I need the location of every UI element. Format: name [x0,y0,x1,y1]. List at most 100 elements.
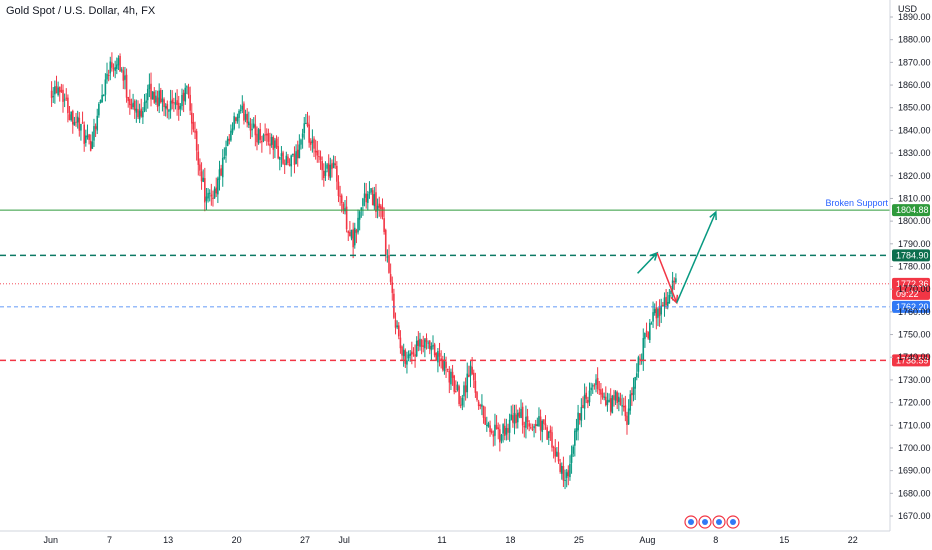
candle-up [588,390,591,403]
candle-down [624,405,627,417]
candle-down [58,86,61,93]
candle-down [55,86,58,94]
candle-up [169,100,172,111]
candle-down [313,138,315,149]
level-badge-text: 1762.20 [896,302,929,312]
candle-down [495,425,498,429]
candle-up [603,396,605,398]
candle-down [411,351,413,355]
candle-up [580,407,583,421]
candle-down [316,150,319,156]
candle-up [217,178,219,195]
candle-up [326,164,328,169]
candle-up [298,144,301,159]
candle-up [666,302,669,306]
level-badge-text: 1738.59 [896,355,929,365]
candle-down [438,353,441,357]
candle-up [513,412,516,424]
y-tick-label: 1680.00 [898,488,931,498]
candle-up [257,129,260,144]
candle-up [663,297,666,307]
candle-up [85,135,87,143]
candle-up [311,140,314,144]
candle-down [673,281,676,283]
candle-down [355,229,358,233]
level-badge-resistance [892,249,930,262]
candle-up [295,151,297,164]
candle-down [546,427,548,440]
candle-down [585,392,588,399]
candle-up [161,98,164,103]
candle-down [422,345,425,347]
candle-up [186,86,188,88]
candle-down [534,423,537,427]
candle-up [583,394,586,409]
candle-down [472,372,475,381]
candle-down [613,395,615,400]
y-tick-label: 1780.00 [898,262,931,272]
candle-down [435,353,438,361]
x-tick-label: 15 [779,535,789,545]
candle-down [420,339,423,347]
candle-down [67,97,69,114]
candle-up [360,207,363,210]
candle-down [267,133,270,142]
candle-down [399,337,402,349]
candle-up [132,102,134,108]
candle-down [334,163,337,166]
candle-up [577,412,579,431]
candle-up [274,140,276,148]
candle-up [102,95,105,97]
candle-up [556,451,558,457]
candle-up [461,397,464,406]
y-tick-label: 1710.00 [898,420,931,430]
candle-down [337,181,340,196]
candle-down [182,92,185,101]
candle-up [541,420,544,432]
candle-down [200,171,203,182]
candle-up [427,342,429,344]
y-tick-label: 1700.00 [898,443,931,453]
candle-down [212,197,214,200]
candle-down [397,325,400,337]
candle-up [376,205,379,211]
level-badge-subtext: 09:22 [896,289,919,299]
candle-up [52,96,55,98]
candle-down [171,99,174,104]
candle-down [177,102,180,110]
candle-up [569,463,571,478]
y-tick-label: 1740.00 [898,352,931,362]
level-badge-text: 1804.88 [896,205,929,215]
candle-down [166,104,169,110]
candle-down [197,151,200,165]
candle-down [127,97,130,101]
candle-up [396,325,398,328]
candle-up [407,354,410,359]
candle-up [670,290,672,295]
candle-down [464,385,467,393]
candle-up [101,94,103,103]
candle-up [184,87,187,102]
candle-up [181,95,183,107]
candle-down [306,122,309,127]
candle-down [523,426,526,428]
candle-down [288,164,291,166]
x-tick-label: 25 [574,535,584,545]
candle-down [587,399,589,404]
candle-up [574,430,576,446]
candle-up [632,386,635,395]
candle-down [371,190,374,206]
candle-down [441,359,444,370]
arrow-down [656,252,678,304]
candle-up [155,95,157,103]
candle-down [265,133,268,136]
candle-down [275,138,278,148]
candle-down [512,415,514,423]
candle-up [505,427,508,435]
candle-down [658,307,661,316]
candle-up [415,340,418,357]
candle-down [468,374,470,378]
candle-up [487,423,490,427]
candle-up [135,108,138,113]
